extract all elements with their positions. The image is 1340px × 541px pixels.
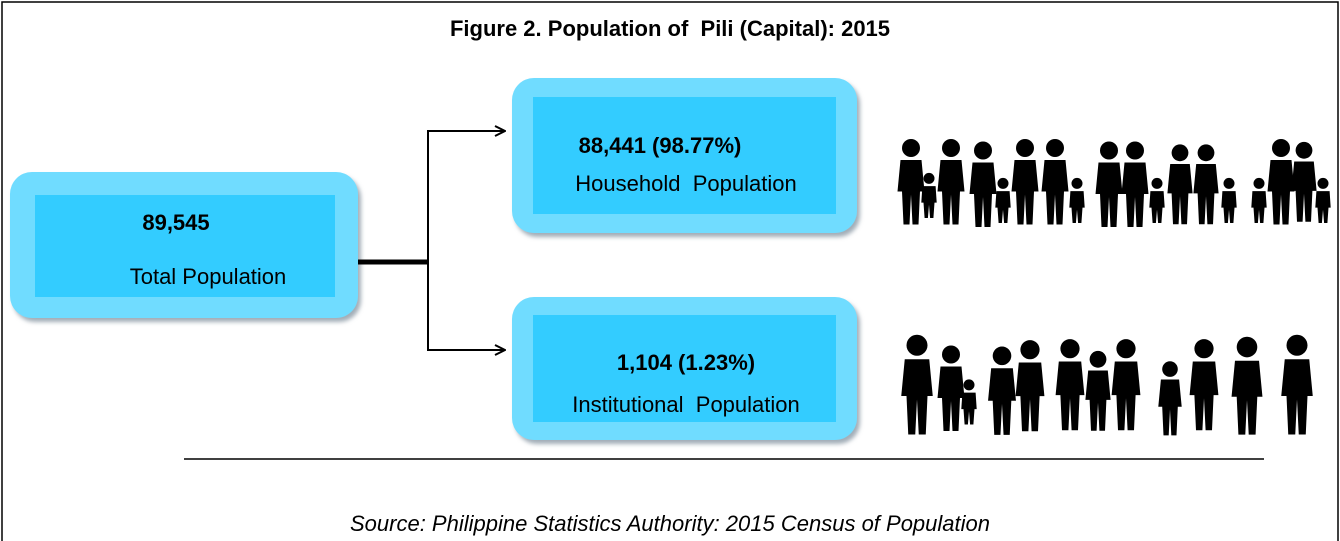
- icon: [1190, 339, 1219, 430]
- arrow: [428, 131, 505, 350]
- icon: [1251, 178, 1266, 223]
- icon: [1012, 139, 1039, 225]
- icon: [1149, 178, 1164, 223]
- diagram: Figure 2. Population of Pili (Capital): …: [0, 0, 1340, 541]
- icon: [1096, 142, 1123, 228]
- icon: [1281, 335, 1313, 435]
- title: Figure 2. Population of Pili (Capital): …: [450, 16, 890, 41]
- icon: [1016, 340, 1045, 431]
- icon: [1315, 178, 1330, 223]
- node-value: 88,441 (98.77%): [579, 133, 742, 158]
- icon: [921, 173, 936, 218]
- icon: [901, 335, 933, 435]
- institutional-icons: [901, 335, 1313, 436]
- node-label: Institutional Population: [572, 392, 800, 417]
- icon: [970, 142, 997, 228]
- icon: [1232, 337, 1263, 435]
- icon: [1158, 361, 1181, 435]
- icon: [938, 139, 965, 225]
- icon: [1112, 339, 1141, 430]
- icon: [1085, 351, 1110, 431]
- icon: [1221, 178, 1236, 223]
- icon: [1167, 144, 1192, 224]
- icon: [961, 379, 976, 424]
- icon: [1069, 178, 1084, 223]
- icon: [1122, 142, 1149, 228]
- node-label: Total Population: [130, 264, 287, 289]
- icon: [1193, 144, 1218, 224]
- source: Source: Philippine Statistics Authority:…: [350, 511, 990, 536]
- icon: [1291, 142, 1316, 222]
- icon: [1042, 139, 1069, 225]
- icon: [938, 346, 965, 432]
- page: {"title": "Figure 2. Population of Pili …: [0, 0, 1340, 541]
- icon: [1268, 139, 1295, 225]
- household-icons: [898, 139, 1331, 227]
- node-value: 1,104 (1.23%): [617, 350, 755, 375]
- node-label: Household Population: [575, 171, 796, 196]
- arrow: [428, 262, 505, 350]
- icon: [1056, 339, 1085, 430]
- icon: [995, 178, 1010, 223]
- icon: [898, 139, 925, 225]
- icon: [988, 347, 1016, 435]
- node-value: 89,545: [142, 210, 209, 235]
